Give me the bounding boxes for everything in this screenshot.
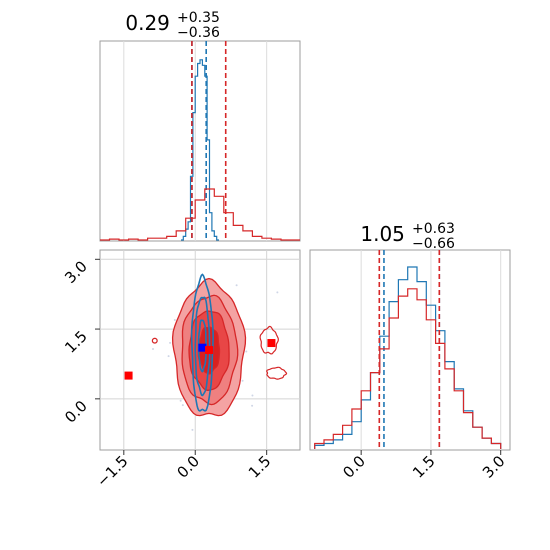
bl-blue-contour-0 <box>190 273 214 412</box>
title-bottom-right-sup: +0.63 <box>412 221 455 237</box>
bl-marker-2 <box>124 371 133 380</box>
bl-scatter-point <box>245 350 248 353</box>
bl-xtick-label-1: 0.0 <box>173 452 203 482</box>
bl-scatter-point <box>167 355 170 358</box>
bl-scatter-point <box>179 399 182 402</box>
br-hist-series-1 <box>314 288 502 449</box>
bl-red-contour-island <box>151 337 158 344</box>
panel-bottom-right-frame <box>309 249 511 451</box>
br-xtick-label-1: 1.5 <box>409 452 439 482</box>
bl-red-contour-island <box>259 325 279 355</box>
bl-marker-0 <box>198 343 207 352</box>
bl-marker-1 <box>205 346 214 354</box>
title-top-left-sub: −0.36 <box>177 25 220 41</box>
title-bottom-right-sub: −0.66 <box>412 236 455 252</box>
bl-scatter-point <box>235 284 238 287</box>
bl-ytick-label-1: 1.5 <box>61 327 91 357</box>
br-xtick-label-2: 3.0 <box>479 452 509 482</box>
bl-red-contour-island <box>266 366 288 380</box>
bl-blue-contour-1 <box>194 296 211 397</box>
bl-scatter-point <box>251 394 254 397</box>
panel-bottom-right: 1.05 +0.63 −0.66 <box>309 218 511 451</box>
panel-bottom-left-frame <box>99 249 301 451</box>
bl-scatter-point <box>191 428 194 431</box>
bl-scatter-point <box>251 404 254 407</box>
bl-scatter-point <box>152 347 155 350</box>
panel-bottom-left <box>99 249 301 451</box>
bl-xtick-label-0: −1.5 <box>93 452 131 490</box>
panel-top-left: 0.29 +0.35 −0.36 <box>99 7 301 242</box>
title-bottom-right: 1.05 +0.63 −0.66 <box>360 218 460 252</box>
bl-ytick-label-0: 0.0 <box>61 397 91 427</box>
title-bottom-right-main: 1.05 <box>360 222 405 246</box>
bl-scatter-point <box>169 341 172 344</box>
bl-xtick-label-2: 1.5 <box>245 452 275 482</box>
title-top-left-main: 0.29 <box>125 11 170 35</box>
title-top-left: 0.29 +0.35 −0.36 <box>125 7 225 41</box>
tl-hist-series-1 <box>100 188 300 241</box>
bl-scatter-point <box>181 404 184 407</box>
bl-marker-3 <box>267 339 276 348</box>
tl-hist-series-0 <box>181 59 219 241</box>
bl-scatter-point <box>276 291 279 294</box>
title-top-left-sup: +0.35 <box>177 10 220 26</box>
bl-scatter-point <box>173 319 176 322</box>
bl-scatter-point <box>241 379 244 382</box>
panel-top-left-frame <box>99 40 301 242</box>
br-xtick-label-0: 0.0 <box>339 452 369 482</box>
bl-ytick-label-2: 3.0 <box>61 257 91 287</box>
